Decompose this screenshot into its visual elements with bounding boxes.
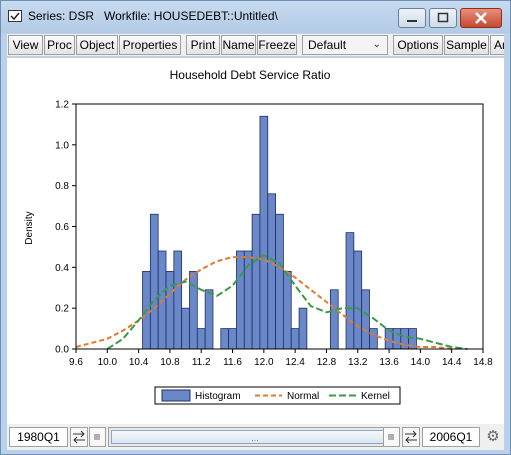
- sample-range-slider[interactable]: …: [108, 427, 400, 447]
- status-bar: 1980Q1 … 2006Q1 ⚙: [7, 424, 504, 450]
- y-tick-label: 0.2: [55, 304, 69, 315]
- close-icon: [475, 12, 487, 24]
- x-tick-label: 12.8: [317, 357, 337, 368]
- x-tick-label: 10.4: [129, 357, 149, 368]
- y-tick-label: 0.6: [55, 222, 69, 233]
- grip-icon: [94, 434, 100, 440]
- histogram-bar: [298, 307, 308, 350]
- histogram-bar: [173, 250, 183, 350]
- range-start-button[interactable]: [89, 427, 106, 447]
- y-tick-label: 0.4: [55, 263, 69, 274]
- legend-histogram-label: Histogram: [195, 391, 241, 402]
- view-select[interactable]: Default ⌄: [302, 35, 388, 55]
- graph-area: Household Debt Service Ratio Density 0.0…: [7, 57, 504, 424]
- x-tick-label: 14.4: [442, 357, 462, 368]
- sample-end: 2006Q1: [422, 427, 480, 447]
- x-tick-label: 13.6: [379, 357, 399, 368]
- histogram-bar: [259, 115, 269, 350]
- y-tick-label: 0.8: [55, 181, 69, 192]
- options-button[interactable]: Options: [393, 35, 443, 55]
- maximize-icon: [437, 12, 449, 23]
- object-button[interactable]: Object: [76, 35, 118, 55]
- histogram-bar: [228, 328, 237, 350]
- left-right-arrows-icon: [405, 430, 417, 444]
- histogram-bar: [181, 307, 190, 350]
- view-button[interactable]: View: [8, 35, 43, 55]
- histogram-bar: [369, 328, 378, 350]
- scroll-right-button[interactable]: [402, 427, 420, 447]
- x-tick-label: 11.2: [192, 357, 211, 368]
- histogram-bar: [236, 250, 245, 350]
- name-button[interactable]: Name: [221, 35, 256, 55]
- thumb-grip-icon: …: [251, 434, 259, 443]
- x-tick-label: 10.8: [160, 357, 180, 368]
- grip-icon: [388, 434, 394, 440]
- x-tick-label: 10.0: [98, 357, 118, 368]
- histogram-bar: [329, 289, 339, 350]
- chevron-down-icon: ⌄: [372, 39, 381, 50]
- kernel-density-line: [106, 254, 468, 350]
- truncated-button[interactable]: Ar: [490, 35, 504, 55]
- minimize-icon: [407, 20, 417, 22]
- histogram-bar: [204, 289, 214, 350]
- scroll-left-button[interactable]: [70, 427, 88, 447]
- x-tick-label: 14.8: [473, 357, 493, 368]
- histogram-bar: [189, 271, 198, 350]
- maximize-button[interactable]: [429, 8, 457, 28]
- x-tick-label: 9.6: [69, 357, 83, 368]
- y-axis-label: Density: [24, 211, 35, 244]
- series-checkbox-icon: [8, 10, 22, 22]
- window-title: Series: DSR Workfile: HOUSEDEBT::Untitle…: [28, 9, 278, 23]
- minimize-button[interactable]: [398, 8, 426, 28]
- legend-kernel-label: Kernel: [361, 391, 390, 402]
- histogram-bar: [196, 328, 206, 350]
- x-tick-label: 12.0: [254, 357, 274, 368]
- sample-button[interactable]: Sample: [444, 35, 489, 55]
- title-bar[interactable]: Series: DSR Workfile: HOUSEDEBT::Untitle…: [1, 1, 510, 33]
- y-tick-label: 1.2: [55, 100, 69, 111]
- histogram-bar: [283, 271, 292, 350]
- histogram-bar: [251, 213, 261, 350]
- gear-icon[interactable]: ⚙: [486, 428, 500, 445]
- x-tick-label: 12.4: [285, 357, 305, 368]
- left-right-arrows-icon: [73, 430, 85, 444]
- sample-start: 1980Q1: [9, 427, 68, 447]
- view-select-value: Default: [308, 38, 347, 52]
- histogram-bar: [353, 250, 363, 350]
- histogram-bar: [165, 271, 175, 350]
- x-tick-label: 13.2: [348, 357, 368, 368]
- x-tick-label: 11.6: [223, 357, 242, 368]
- density-curves: [75, 254, 468, 350]
- histogram-bar: [267, 193, 276, 350]
- histogram-bar: [275, 213, 284, 350]
- range-end-button[interactable]: [383, 427, 400, 447]
- properties-button[interactable]: Properties: [119, 35, 181, 55]
- legend-normal-label: Normal: [287, 391, 319, 402]
- histogram-bar: [290, 328, 300, 350]
- legend-histogram-swatch: [161, 389, 191, 402]
- print-button[interactable]: Print: [186, 35, 220, 55]
- axes: 0.0 0.2 0.4 0.6 0.8 1.0 1.2 9.6 10.0 10.4 10.8 11.2…: [55, 100, 493, 369]
- y-tick-label: 1.0: [55, 140, 69, 151]
- histogram-bar: [149, 213, 159, 350]
- histogram-bar: [220, 328, 230, 350]
- y-tick-label: 0.0: [55, 345, 69, 356]
- histogram-bar: [361, 289, 370, 350]
- toolbar: View Proc Object Properties Print Name F…: [7, 34, 504, 56]
- sample-range-thumb[interactable]: …: [111, 430, 397, 444]
- legend-box: [154, 386, 401, 405]
- histogram-bars: [142, 115, 417, 350]
- freeze-button[interactable]: Freeze: [257, 35, 297, 55]
- proc-button[interactable]: Proc: [44, 35, 75, 55]
- histogram-bar: [345, 232, 355, 350]
- chart-title: Household Debt Service Ratio: [170, 68, 331, 82]
- x-tick-label: 14.0: [411, 357, 431, 368]
- close-button[interactable]: [460, 8, 502, 28]
- histogram-chart: Household Debt Service Ratio Density 0.0…: [24, 68, 493, 405]
- chart-legend: Histogram Normal Kernel: [154, 386, 401, 405]
